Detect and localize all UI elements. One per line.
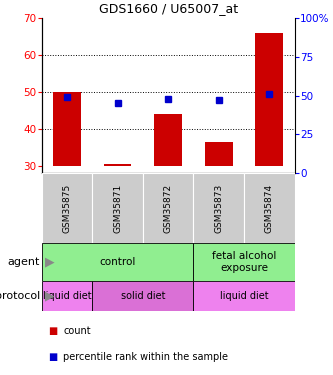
Text: count: count — [63, 327, 91, 336]
Bar — [53, 92, 81, 166]
Text: control: control — [99, 257, 136, 267]
Text: ■: ■ — [48, 327, 58, 336]
Text: solid diet: solid diet — [121, 291, 165, 301]
Text: GSM35872: GSM35872 — [164, 183, 173, 232]
Text: protocol: protocol — [0, 291, 40, 301]
Text: ▶: ▶ — [45, 290, 55, 303]
Title: GDS1660 / U65007_at: GDS1660 / U65007_at — [99, 3, 238, 15]
Bar — [205, 142, 233, 166]
Text: GSM35875: GSM35875 — [62, 183, 72, 232]
Bar — [193, 173, 244, 243]
Text: fetal alcohol
exposure: fetal alcohol exposure — [212, 251, 276, 273]
Bar — [244, 173, 295, 243]
Text: agent: agent — [8, 257, 40, 267]
Text: GSM35874: GSM35874 — [265, 183, 274, 232]
Bar — [193, 281, 295, 311]
Text: ▶: ▶ — [45, 255, 55, 268]
Bar — [42, 243, 193, 281]
Text: GSM35871: GSM35871 — [113, 183, 122, 232]
Bar — [255, 33, 283, 166]
Text: liquid diet: liquid diet — [43, 291, 91, 301]
Bar — [92, 173, 143, 243]
Bar — [104, 164, 132, 166]
Bar — [193, 243, 295, 281]
Bar — [92, 281, 193, 311]
Text: ■: ■ — [48, 352, 58, 362]
Bar — [42, 281, 92, 311]
Text: GSM35873: GSM35873 — [214, 183, 223, 232]
Text: liquid diet: liquid diet — [220, 291, 268, 301]
Text: percentile rank within the sample: percentile rank within the sample — [63, 352, 228, 362]
Bar — [42, 173, 92, 243]
Bar — [143, 173, 193, 243]
Bar — [154, 114, 182, 166]
